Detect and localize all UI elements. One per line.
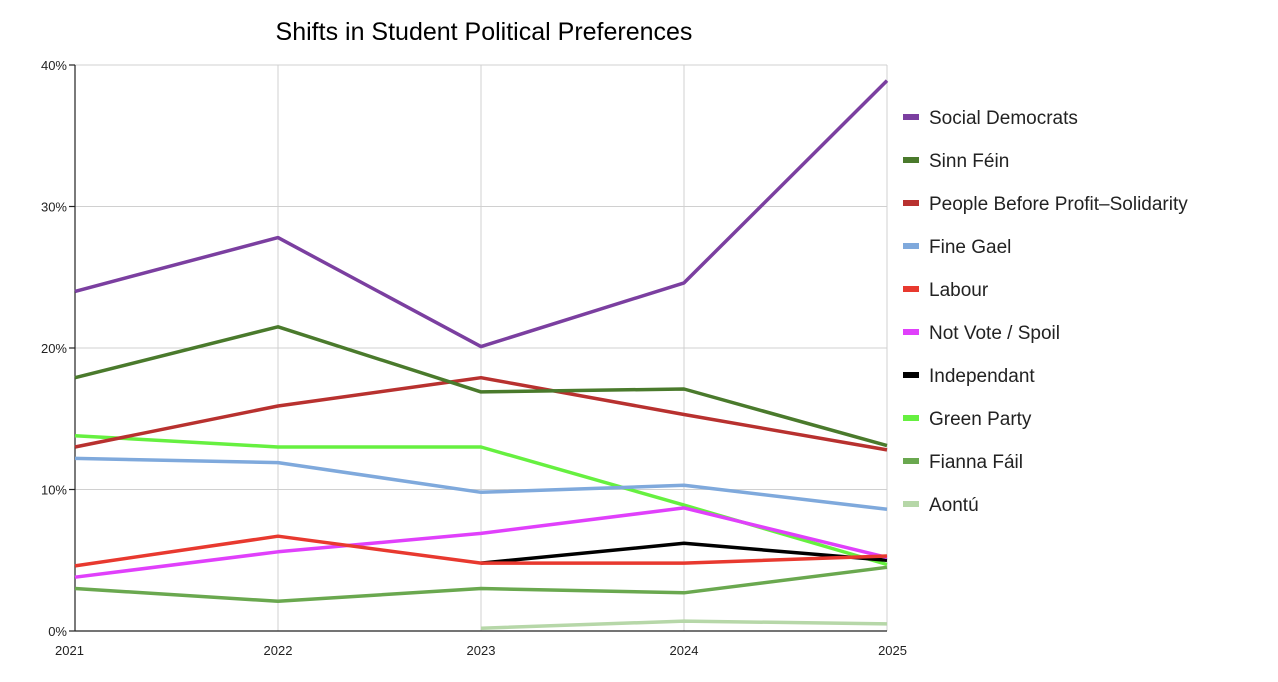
series-line-labour bbox=[74, 534, 888, 568]
x-tick-label: 2024 bbox=[670, 643, 699, 658]
legend-swatch bbox=[903, 501, 919, 507]
legend-label: Independant bbox=[929, 366, 1035, 387]
legend-swatch bbox=[903, 329, 919, 335]
y-tick-label: 40% bbox=[41, 58, 67, 73]
y-tick-label: 20% bbox=[41, 341, 67, 356]
legend-label: Sinn Féin bbox=[929, 151, 1009, 172]
legend-label: Labour bbox=[929, 280, 989, 301]
series-line-fine-gael bbox=[74, 456, 888, 512]
chart-title: Shifts in Student Political Preferences bbox=[276, 18, 693, 46]
x-tick-label: 2025 bbox=[878, 643, 907, 658]
legend-swatch bbox=[903, 114, 919, 120]
legend-swatch bbox=[903, 157, 919, 163]
legend-item-sinn-fein: Sinn Féin bbox=[903, 151, 1009, 172]
series-line-not-vote-spoil bbox=[74, 506, 888, 579]
legend-item-social-democrats: Social Democrats bbox=[903, 108, 1078, 129]
legend-swatch bbox=[903, 200, 919, 206]
legend: Social Democrats Sinn Féin People Before P… bbox=[903, 108, 1188, 516]
series-layer bbox=[74, 79, 889, 630]
series-line-independant bbox=[480, 541, 888, 565]
series-line-aontu bbox=[480, 619, 888, 630]
axis-layer: 0% 10% 20% 30% 40% 2021 2022 2023 2024 2025 bbox=[41, 58, 907, 658]
series-line-social-democrats bbox=[74, 79, 889, 349]
legend-item-green-party: Green Party bbox=[903, 409, 1032, 430]
y-tick-label: 30% bbox=[41, 200, 67, 215]
y-tick-label: 0% bbox=[48, 624, 67, 639]
legend-item-not-vote-spoil: Not Vote / Spoil bbox=[903, 323, 1060, 344]
legend-swatch bbox=[903, 458, 919, 464]
series-line-fianna-fail bbox=[74, 565, 888, 604]
legend-item-people-before-profit-solidarity: People Before Profit–Solidarity bbox=[903, 194, 1188, 215]
x-tick-label: 2021 bbox=[55, 643, 84, 658]
legend-label: Fine Gael bbox=[929, 237, 1011, 258]
series-line-sinn-fein bbox=[74, 325, 888, 448]
legend-item-independant: Independant bbox=[903, 366, 1035, 387]
legend-swatch bbox=[903, 286, 919, 292]
x-tick-label: 2022 bbox=[264, 643, 293, 658]
legend-item-fianna-fail: Fianna Fáil bbox=[903, 452, 1023, 473]
legend-swatch bbox=[903, 372, 919, 378]
legend-label: Green Party bbox=[929, 409, 1032, 430]
legend-item-labour: Labour bbox=[903, 280, 989, 301]
x-tick-label: 2023 bbox=[467, 643, 496, 658]
legend-item-fine-gael: Fine Gael bbox=[903, 237, 1011, 258]
legend-swatch bbox=[903, 243, 919, 249]
legend-label: Social Democrats bbox=[929, 108, 1078, 129]
y-tick-label: 10% bbox=[41, 483, 67, 498]
legend-label: Not Vote / Spoil bbox=[929, 323, 1060, 344]
legend-label: People Before Profit–Solidarity bbox=[929, 194, 1188, 215]
series-line-people-before-profit-solidarity bbox=[74, 375, 888, 452]
legend-label: Fianna Fáil bbox=[929, 452, 1023, 473]
legend-label: Aontú bbox=[929, 495, 979, 516]
legend-item-aontu: Aontú bbox=[903, 495, 979, 516]
legend-swatch bbox=[903, 415, 919, 421]
